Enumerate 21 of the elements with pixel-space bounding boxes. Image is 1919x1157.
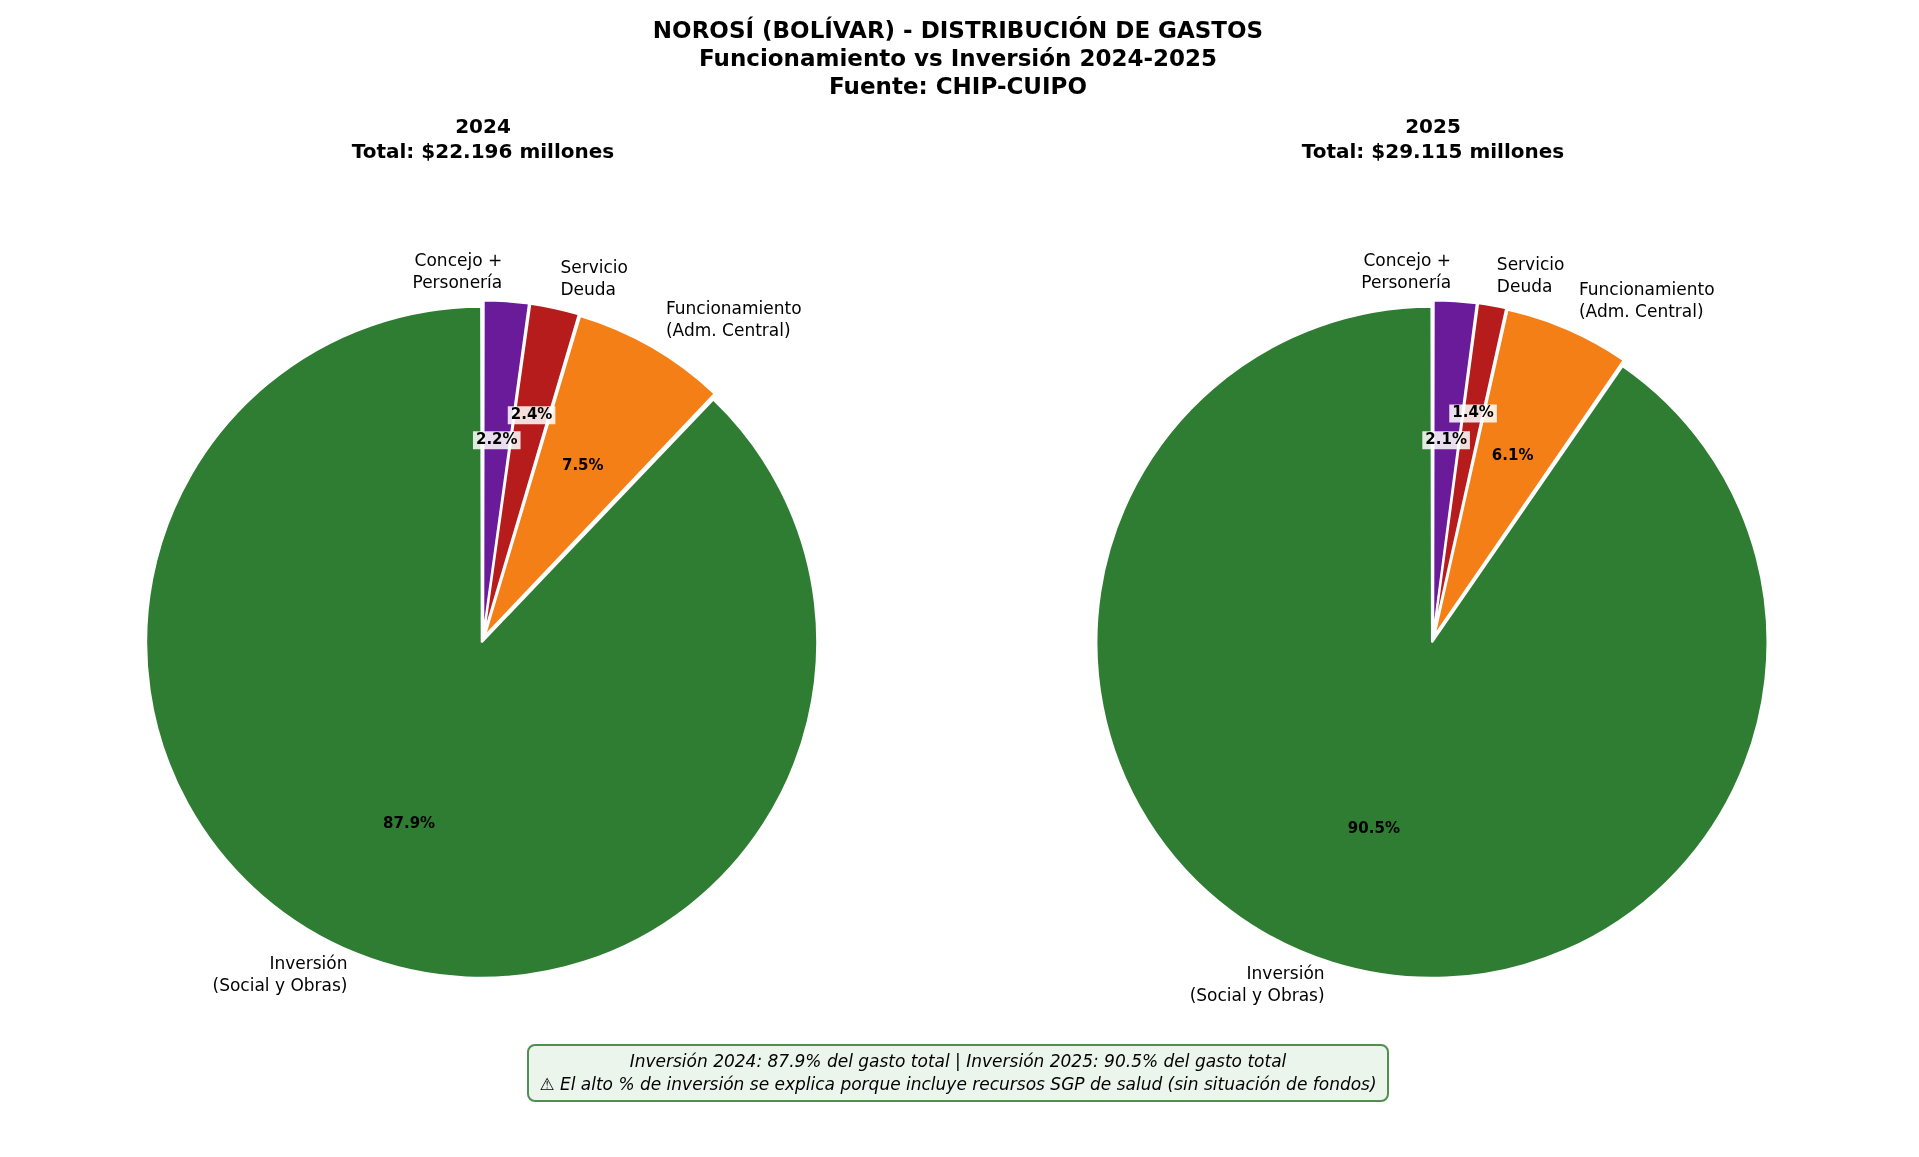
slice-label: Inversión (Social y Obras) (1189, 962, 1325, 1005)
data-label: 6.1% (1491, 446, 1534, 465)
slice-label: Funcionamiento (Adm. Central) (1578, 279, 1715, 322)
data-label: 7.5% (561, 456, 604, 475)
text: ⚠ El alto % de inversión se explica porque incluye recursos SGP de salud (sin situación de fondos) (539, 1073, 1377, 1096)
data-label: 87.9% (383, 813, 436, 832)
data-label: 90.5% (1347, 819, 1400, 838)
slice-label: Servicio Deuda (560, 257, 628, 300)
slice-label: Servicio Deuda (1496, 254, 1565, 297)
data-label: 2.1% (1425, 430, 1467, 449)
chart-title: 2024 Total: $22.196 millones (350, 114, 616, 164)
text: NOROSÍ (BOLÍVAR) - DISTRIBUCIÓN DE GASTOS Funcionamiento vs Inversión 2024-2025 Fuente: CHIP-CUIPO (652, 16, 1264, 100)
slice-label: Funcionamiento (Adm. Central) (665, 297, 802, 340)
data-label: 1.4% (1452, 403, 1494, 422)
chart-title: 2025 Total: $29.115 millones (1300, 114, 1566, 164)
data-label: 2.4% (510, 405, 553, 424)
slice-label: Inversión (Social y Obras) (212, 953, 348, 996)
data-label: 2.2% (475, 430, 518, 449)
slice-label: Concejo + Personería (412, 249, 503, 292)
text: Inversión 2024: 87.9% del gasto total | Inversión 2025: 90.5% del gasto total (628, 1050, 1288, 1073)
slice-label: Concejo + Personería (1361, 249, 1452, 292)
